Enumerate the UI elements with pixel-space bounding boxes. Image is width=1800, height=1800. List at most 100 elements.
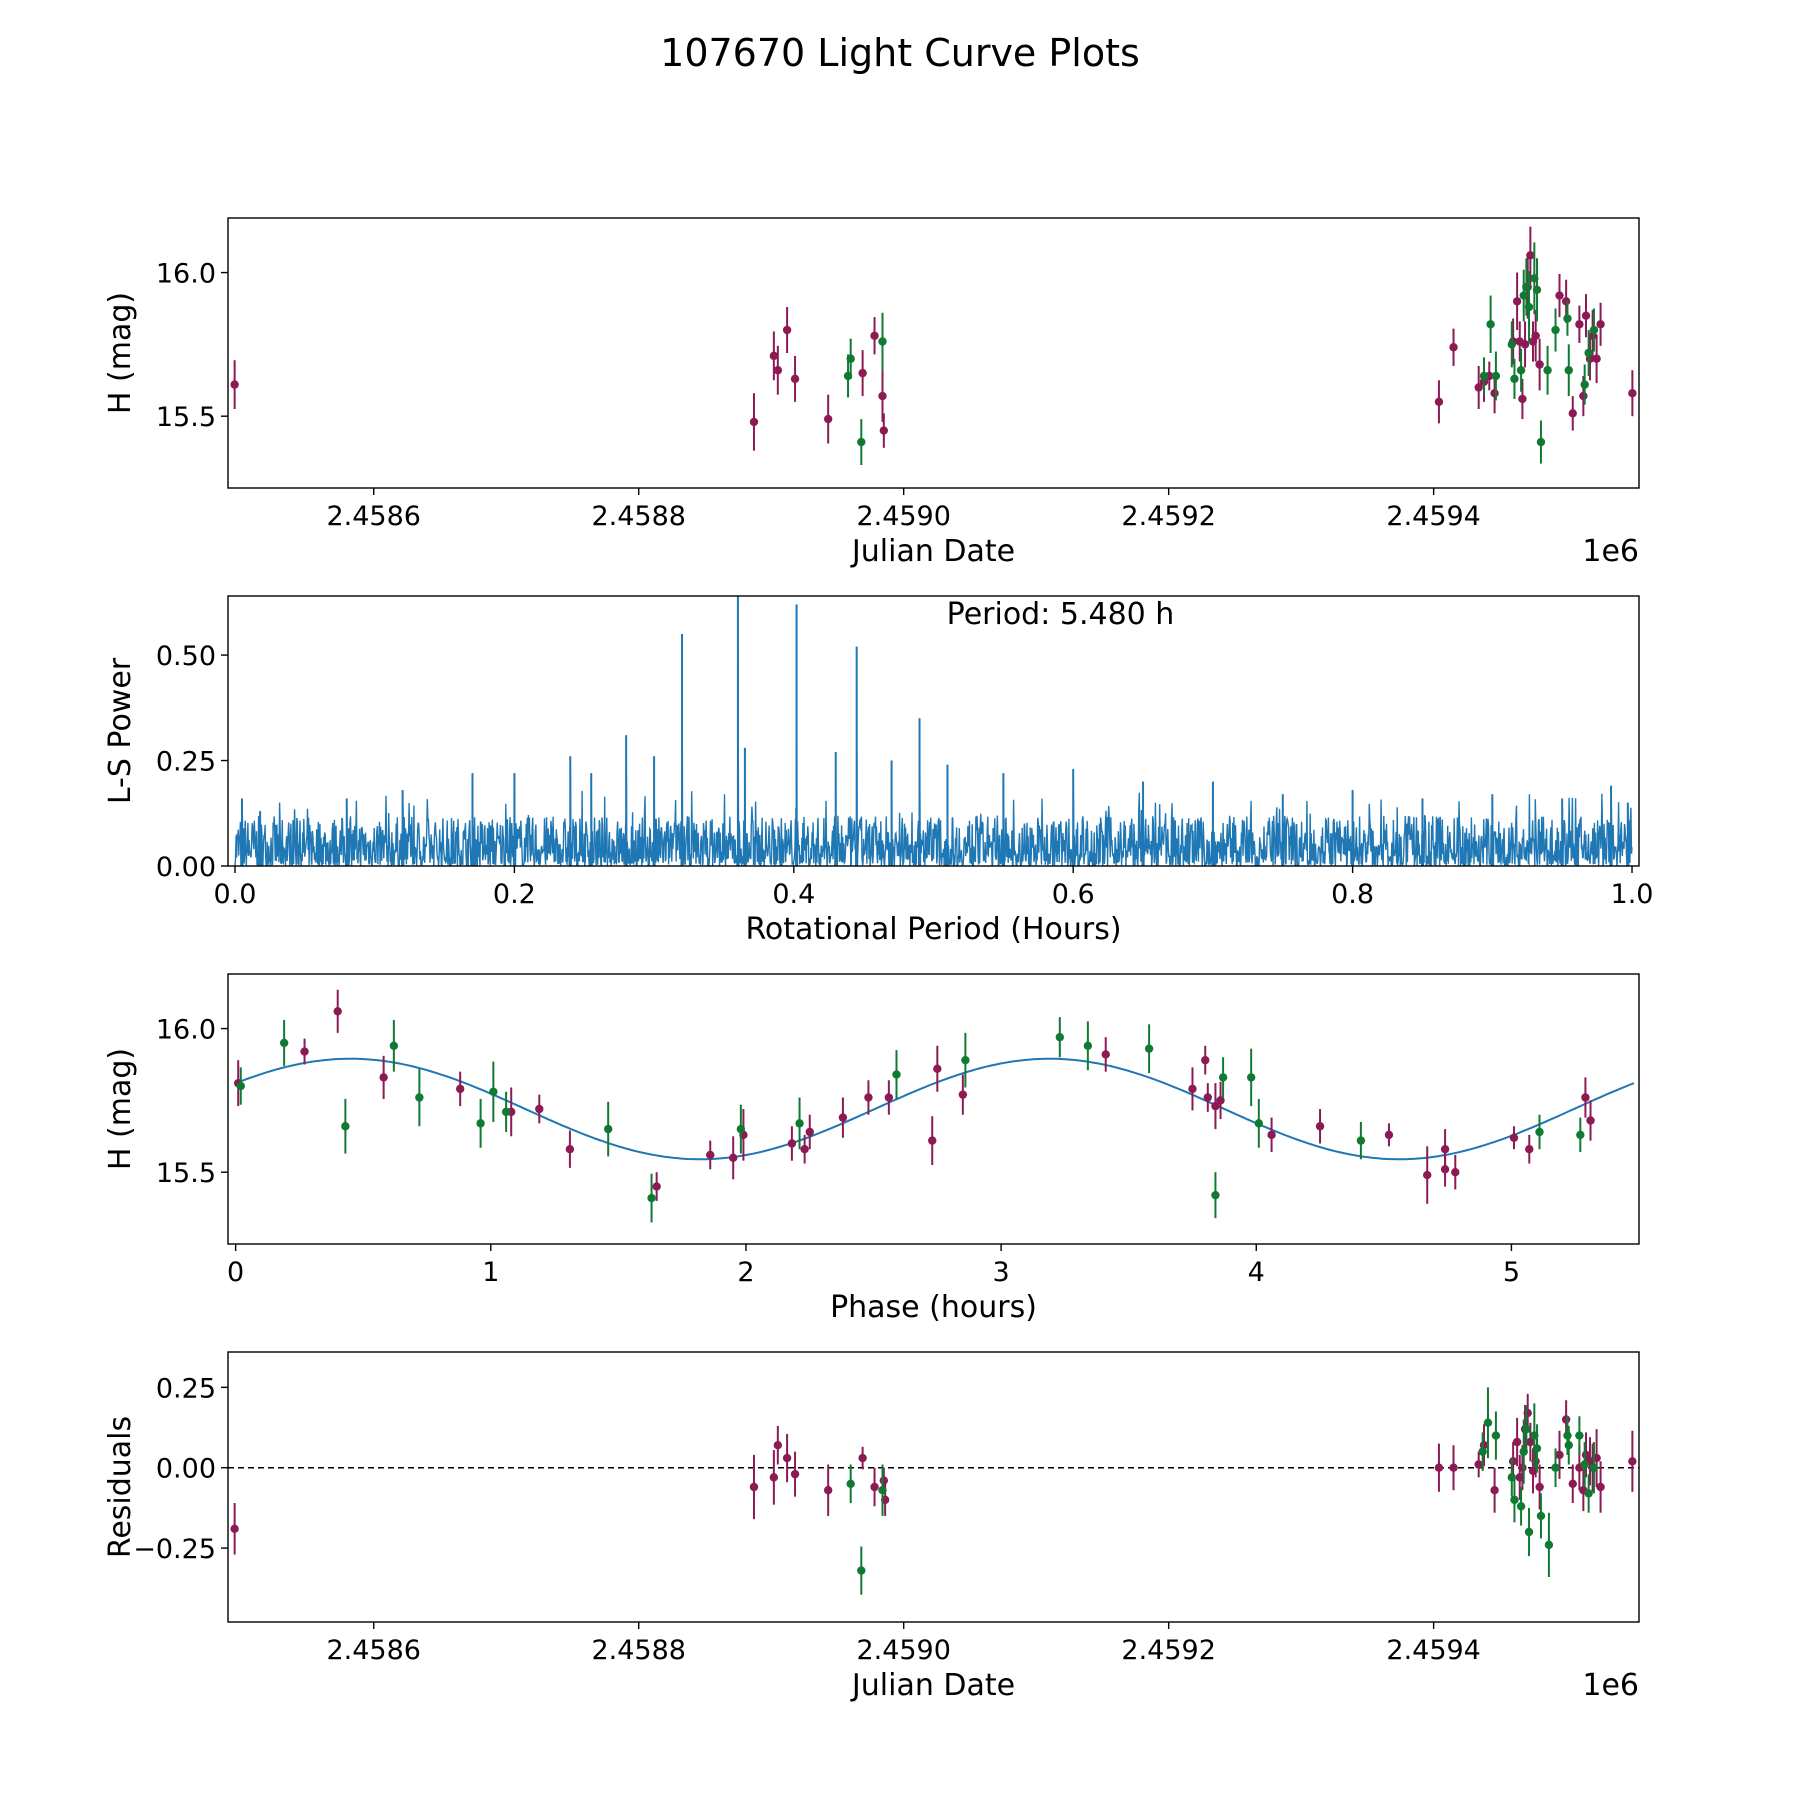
data-point bbox=[1083, 1041, 1093, 1051]
data-point bbox=[1518, 394, 1527, 404]
data-point bbox=[1440, 1165, 1450, 1174]
data-point bbox=[787, 1139, 797, 1148]
data-point bbox=[1564, 1441, 1573, 1450]
data-point bbox=[1508, 1457, 1518, 1466]
sinusoid-fit-line bbox=[235, 1057, 1635, 1161]
data-point bbox=[1211, 1190, 1220, 1200]
y-axis-label: H (mag) bbox=[103, 292, 138, 414]
data-point bbox=[1576, 1130, 1585, 1140]
data-point bbox=[1561, 297, 1571, 306]
x-axis-label: Phase (hours) bbox=[830, 1290, 1037, 1325]
data-point bbox=[878, 391, 887, 401]
x-tick-label: 2.4590 bbox=[856, 501, 950, 532]
data-point bbox=[1144, 1044, 1154, 1053]
data-point bbox=[846, 354, 855, 363]
data-point bbox=[1510, 1495, 1519, 1505]
data-point bbox=[1581, 1093, 1590, 1102]
data-point bbox=[857, 1566, 866, 1575]
data-point bbox=[565, 1145, 575, 1154]
data-point bbox=[846, 1479, 855, 1488]
x-tick-label: 1.0 bbox=[1611, 879, 1654, 910]
data-point bbox=[1101, 1050, 1110, 1059]
data-point bbox=[1589, 325, 1599, 335]
data-point bbox=[1478, 1447, 1487, 1456]
data-point bbox=[1555, 291, 1564, 300]
data-point bbox=[1512, 297, 1522, 306]
data-point bbox=[1384, 1130, 1394, 1140]
x-tick-label: 4 bbox=[1248, 1257, 1265, 1288]
data-point bbox=[823, 1486, 833, 1495]
data-point bbox=[1555, 1450, 1564, 1460]
data-point bbox=[1512, 1437, 1522, 1447]
x-tick-label: 2.4594 bbox=[1386, 501, 1480, 532]
x-tick-label: 2.4588 bbox=[591, 1635, 685, 1666]
data-point bbox=[1203, 1093, 1212, 1102]
data-point bbox=[389, 1041, 399, 1051]
data-point bbox=[879, 426, 889, 435]
data-point bbox=[455, 1084, 465, 1094]
data-point bbox=[1579, 391, 1588, 401]
data-point bbox=[1586, 1116, 1595, 1125]
data-point bbox=[476, 1119, 485, 1128]
data-point bbox=[1483, 1418, 1493, 1427]
data-point bbox=[790, 1469, 800, 1479]
data-point bbox=[1246, 1073, 1256, 1082]
data-point bbox=[823, 414, 833, 424]
x-tick-label: 2.4592 bbox=[1121, 1635, 1215, 1666]
periodogram-panel: Period: 5.480 h 0.0 0.2 0.4 0.6 0.8 1.0 0.00 0.2… bbox=[103, 595, 1654, 947]
data-point bbox=[773, 1441, 783, 1450]
data-point bbox=[1434, 397, 1444, 407]
x-tick-label: 2.4588 bbox=[591, 501, 685, 532]
data-point bbox=[1516, 366, 1526, 375]
x-tick-label: 2.4592 bbox=[1121, 501, 1215, 532]
data-point bbox=[1516, 1502, 1526, 1511]
y-tick-label: 16.0 bbox=[156, 1015, 216, 1046]
axes-frame bbox=[227, 595, 1640, 867]
data-point bbox=[1522, 1424, 1531, 1434]
data-point bbox=[769, 1473, 779, 1482]
data-point bbox=[838, 1113, 848, 1122]
data-point bbox=[884, 1093, 894, 1102]
data-point bbox=[933, 1064, 942, 1073]
data-point bbox=[1510, 374, 1519, 384]
data-point bbox=[279, 1038, 289, 1048]
data-point bbox=[1543, 366, 1552, 375]
data-point bbox=[1254, 1119, 1264, 1128]
data-point bbox=[300, 1047, 309, 1056]
data-point bbox=[1580, 1460, 1589, 1469]
data-point bbox=[1584, 1489, 1593, 1498]
figure-title: 107670 Light Curve Plots bbox=[660, 31, 1140, 75]
y-tick-label: 0.00 bbox=[156, 1454, 216, 1485]
data-point bbox=[1523, 1408, 1532, 1418]
y-axis-label: H (mag) bbox=[103, 1048, 138, 1170]
period-annotation: Period: 5.480 h bbox=[947, 597, 1175, 632]
data-point bbox=[736, 1124, 746, 1134]
data-point bbox=[1628, 389, 1637, 398]
data-point bbox=[1628, 1457, 1637, 1466]
data-point bbox=[1524, 1527, 1534, 1537]
x-axis-label: Julian Date bbox=[850, 1668, 1015, 1703]
data-point bbox=[1526, 251, 1535, 260]
plot-area bbox=[228, 1387, 1639, 1595]
y-tick-label: 0.00 bbox=[156, 852, 216, 883]
data-point bbox=[858, 1453, 867, 1463]
data-point bbox=[773, 366, 783, 375]
residuals-panel: 2.4586 2.4588 2.4590 2.4592 2.4594 −0.25 0.00 0… bbox=[103, 1351, 1640, 1703]
y-tick-label: 15.5 bbox=[156, 1158, 216, 1189]
x-axis-label: Rotational Period (Hours) bbox=[745, 912, 1121, 947]
axes-frame bbox=[227, 1351, 1640, 1623]
data-point bbox=[878, 1486, 887, 1495]
data-point bbox=[1486, 320, 1495, 329]
data-point bbox=[1575, 320, 1584, 329]
data-point bbox=[749, 1482, 759, 1492]
data-point bbox=[1568, 1479, 1577, 1488]
axes-frame bbox=[227, 217, 1640, 489]
x-tick-label: 0.6 bbox=[1052, 879, 1095, 910]
data-point bbox=[1525, 1145, 1534, 1154]
data-point bbox=[1589, 1463, 1599, 1472]
data-point bbox=[1535, 1127, 1544, 1137]
data-point bbox=[1532, 285, 1542, 295]
data-point bbox=[1509, 1133, 1519, 1142]
y-tick-label: 0.50 bbox=[156, 641, 216, 672]
